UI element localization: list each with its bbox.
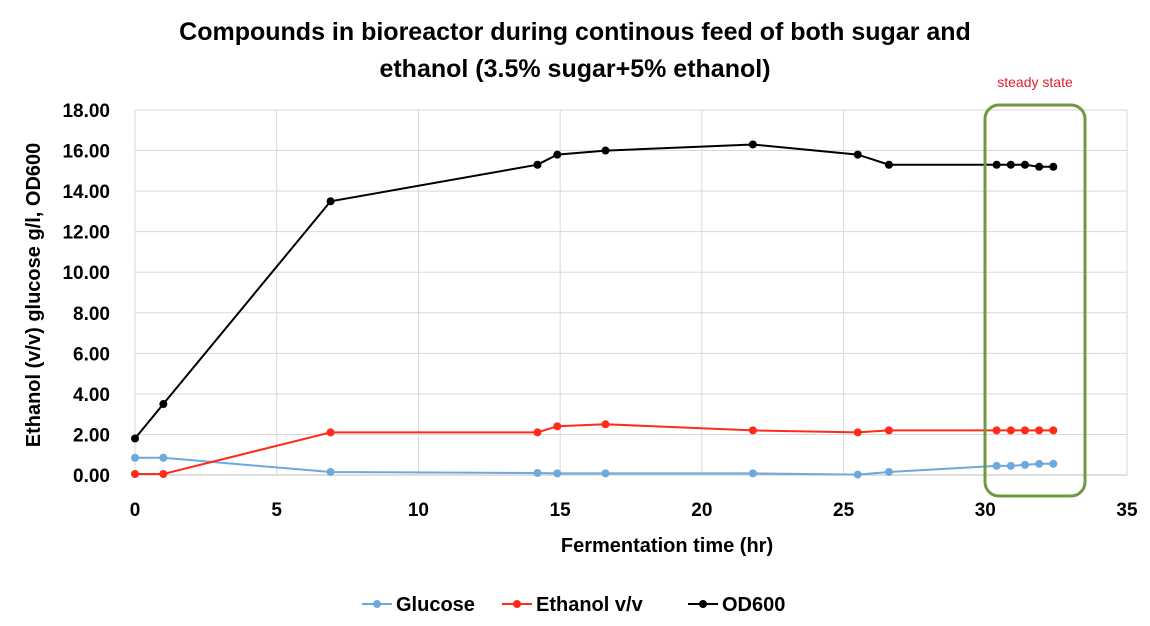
ethanol-v-v-point [326,428,335,437]
od600-line [134,143,1054,440]
glucose-point [131,453,139,462]
od600-point [1049,162,1058,171]
ethanol-v-v-point [748,426,757,435]
steady-state-label: steady state [997,74,1073,90]
y-tick-label: 4.00 [73,385,110,406]
x-tick-label: 20 [691,500,712,521]
ethanol-v-v-point [992,426,1001,435]
x-tick-label: 30 [975,500,996,521]
y-axis-title: Ethanol (v/v) glucose g/l, OD600 [23,143,45,448]
glucose-point [884,467,893,476]
glucose-line [135,456,1054,476]
ethanol-v-v-point [853,428,862,437]
ethanol-v-v-point [1049,426,1058,435]
glucose-point [159,453,168,462]
ethanol-v-v-point [553,422,562,431]
chart-title-line-2: ethanol (3.5% sugar+5% ethanol) [379,55,770,83]
ethanol-v-v-point [533,428,542,437]
y-tick-label: 18.00 [62,101,110,122]
glucose-point [1020,460,1029,469]
ethanol-v-v-point [601,420,610,429]
glucose-point [601,469,610,478]
glucose-point [1006,461,1015,470]
glucose-point [1035,459,1044,468]
od600-point [533,160,542,169]
legend-glucose-label: Glucose [396,594,475,616]
chart-title-line-1: Compounds in bioreactor during continous… [179,18,971,46]
legend-od600-marker [699,600,707,608]
x-tick-label: 25 [833,500,855,521]
y-tick-label: 0.00 [73,466,110,487]
steady-state-box [983,103,1087,498]
y-tick-label: 10.00 [62,263,110,284]
ethanol-v-v-point [1035,426,1044,435]
ethanol-v-v-point [1006,426,1015,435]
legend-glucose-marker [373,600,381,608]
y-tick-label: 16.00 [62,142,110,163]
x-tick-label: 5 [271,500,282,521]
y-tick-label: 2.00 [73,425,110,446]
glucose-point [553,469,562,478]
x-axis-title: Fermentation time (hr) [561,535,773,557]
od600-point [326,197,335,206]
glucose-point [533,468,542,477]
glucose-point [1049,459,1058,468]
gridlines [134,109,1128,476]
od600-point [553,150,562,159]
legend: Glucose Ethanol v/v OD600 [362,594,785,616]
x-tick-labels: 0 5 10 15 20 25 30 35 [130,500,1138,521]
od600-point [601,146,610,155]
od600-point [1006,160,1015,169]
od600-point [992,160,1001,169]
legend-ethanol-v-v-marker [513,600,521,608]
ethanol-v-v-point [1020,426,1029,435]
glucose-point [326,467,335,476]
y-tick-labels: 0.00 2.00 4.00 6.00 8.00 10.00 12.00 14.00 16.00… [62,101,110,487]
od600-point [853,150,862,159]
y-tick-label: 6.00 [73,344,110,365]
od600-point [1035,162,1044,171]
ethanol-v-v-point [131,469,139,478]
y-tick-label: 8.00 [73,304,110,325]
glucose-point [853,470,862,479]
x-tick-label: 35 [1116,500,1138,521]
glucose-point [748,469,757,478]
legend-od600-label: OD600 [722,594,785,616]
od600-point [1020,160,1029,169]
od600-point [884,160,893,169]
x-tick-label: 10 [408,500,429,521]
legend-ethanol-v-v-label: Ethanol v/v [536,594,644,616]
od600-point [131,434,139,443]
ethanol-v-v-point [159,469,168,478]
od600-point [748,140,757,149]
y-tick-label: 12.00 [62,223,110,244]
y-tick-label: 14.00 [62,182,110,203]
x-tick-label: 15 [550,500,572,521]
od600-point [159,400,168,409]
ethanol-v-v-point [884,426,893,435]
series-layer [131,140,1058,479]
glucose-point [992,461,1001,470]
x-tick-label: 0 [130,500,141,521]
